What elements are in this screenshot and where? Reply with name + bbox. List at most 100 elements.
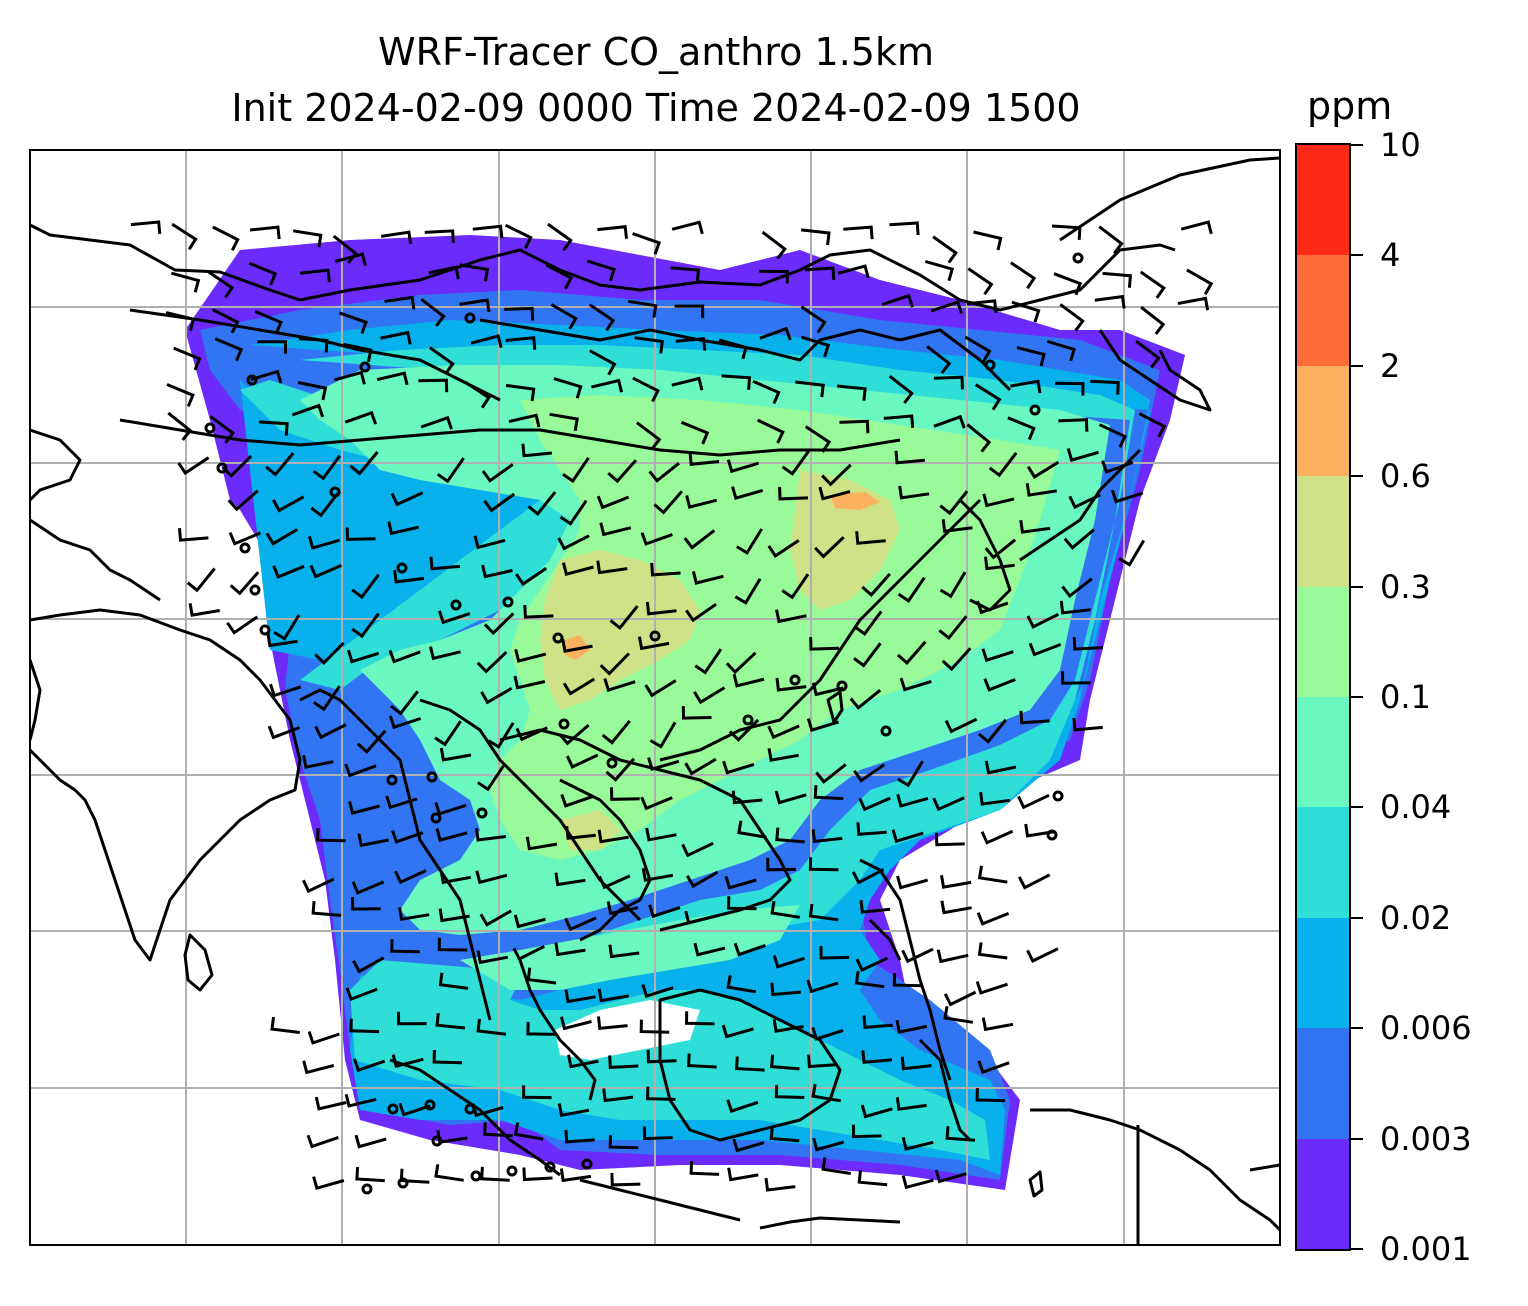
wind-barb [837, 264, 870, 279]
wind-barb [649, 721, 677, 749]
wind-barb [227, 489, 259, 512]
wind-barb [804, 266, 836, 281]
wind-barb [562, 456, 590, 484]
wind-barb [806, 718, 840, 732]
wind-barb [648, 904, 681, 919]
wind-barb [297, 381, 328, 401]
wind-barb [476, 950, 509, 965]
wind-barb [647, 757, 680, 771]
calm-marker [506, 1165, 518, 1177]
wind-barb [770, 900, 801, 919]
wind-barb [1068, 493, 1101, 510]
wind-barb [726, 974, 757, 994]
wind-barb [1139, 270, 1166, 299]
wind-barb [348, 801, 381, 815]
wind-barb [344, 1093, 377, 1108]
wind-barb [974, 383, 1002, 411]
wind-barb [983, 678, 1016, 692]
calm-marker [361, 1183, 373, 1195]
wind-barb [1054, 381, 1085, 396]
wind-barb [487, 722, 515, 749]
wind-barb [1010, 261, 1037, 290]
wind-barb [390, 690, 419, 716]
calm-marker [984, 359, 996, 371]
wind-barb [435, 1013, 466, 1030]
wind-barb [901, 1175, 934, 1190]
wind-barb [250, 369, 283, 384]
calm-marker [606, 757, 618, 769]
wind-barb [271, 495, 305, 513]
wind-barb [598, 874, 631, 890]
wind-barb [934, 1169, 967, 1184]
wind-barb [564, 916, 597, 932]
wind-barb [394, 869, 427, 885]
wind-barb [307, 535, 341, 550]
wind-barb [680, 420, 710, 445]
wind-barb [806, 979, 839, 994]
wind-barb [171, 222, 198, 251]
wind-barb [438, 908, 470, 923]
wind-barb [608, 1135, 639, 1150]
wind-barb [839, 419, 870, 434]
wind-barb [932, 235, 958, 264]
wind-barb [388, 649, 421, 664]
wind-barb [523, 605, 554, 619]
wind-barb [312, 454, 342, 481]
wind-barb [211, 308, 240, 334]
wind-barb [924, 259, 955, 282]
wind-barb [694, 648, 723, 675]
wind-barb [266, 633, 298, 648]
wind-barb [312, 1176, 345, 1191]
wind-barb [943, 990, 977, 1007]
wind-barb [767, 748, 799, 762]
wind-barb [684, 1011, 715, 1026]
wind-barb [1007, 416, 1036, 441]
wind-barb [437, 937, 468, 952]
calm-marker [397, 1177, 409, 1189]
wind-barb [737, 820, 767, 839]
wind-barb [807, 1054, 838, 1069]
wind-barb [388, 715, 422, 730]
wind-barb [209, 415, 236, 444]
wind-barb [756, 418, 785, 444]
wind-barb [273, 614, 301, 641]
wind-barb [688, 452, 720, 466]
wind-barb [1011, 300, 1041, 323]
colorbar-tick-label: 0.02 [1380, 898, 1452, 937]
wind-barb [591, 378, 623, 393]
colorbar-tick-label: 4 [1380, 236, 1401, 275]
calm-marker [204, 422, 216, 434]
calm-marker [649, 630, 661, 642]
wind-barb [514, 648, 547, 663]
wind-barb [926, 345, 952, 374]
wind-barb [434, 720, 462, 747]
wind-barb [941, 647, 972, 672]
wind-barb [772, 954, 805, 969]
wind-barb [420, 415, 453, 430]
wind-barb [1102, 271, 1133, 288]
calm-marker [502, 596, 514, 608]
wind-barb [899, 677, 932, 692]
wind-barb [1110, 489, 1144, 504]
wind-barb [1072, 637, 1103, 651]
wind-barb [351, 897, 381, 911]
wind-barb [889, 221, 920, 236]
wind-barb [775, 677, 807, 692]
wind-barb [980, 829, 1014, 845]
wind-barb [310, 492, 340, 518]
wind-barb [505, 383, 536, 402]
wind-barb [1059, 600, 1091, 615]
wind-barb [608, 944, 640, 959]
wind-barb [901, 1136, 934, 1151]
wind-barb [521, 443, 553, 458]
wind-barb [526, 1021, 556, 1036]
calm-marker [239, 542, 251, 554]
calm-marker [424, 1099, 436, 1111]
wind-barb [302, 755, 334, 769]
wind-barb [259, 420, 289, 436]
wind-barb [933, 375, 964, 390]
wind-barb [853, 642, 882, 668]
wind-barb [811, 1084, 841, 1103]
calm-marker [386, 774, 398, 786]
wind-barb [636, 421, 662, 451]
